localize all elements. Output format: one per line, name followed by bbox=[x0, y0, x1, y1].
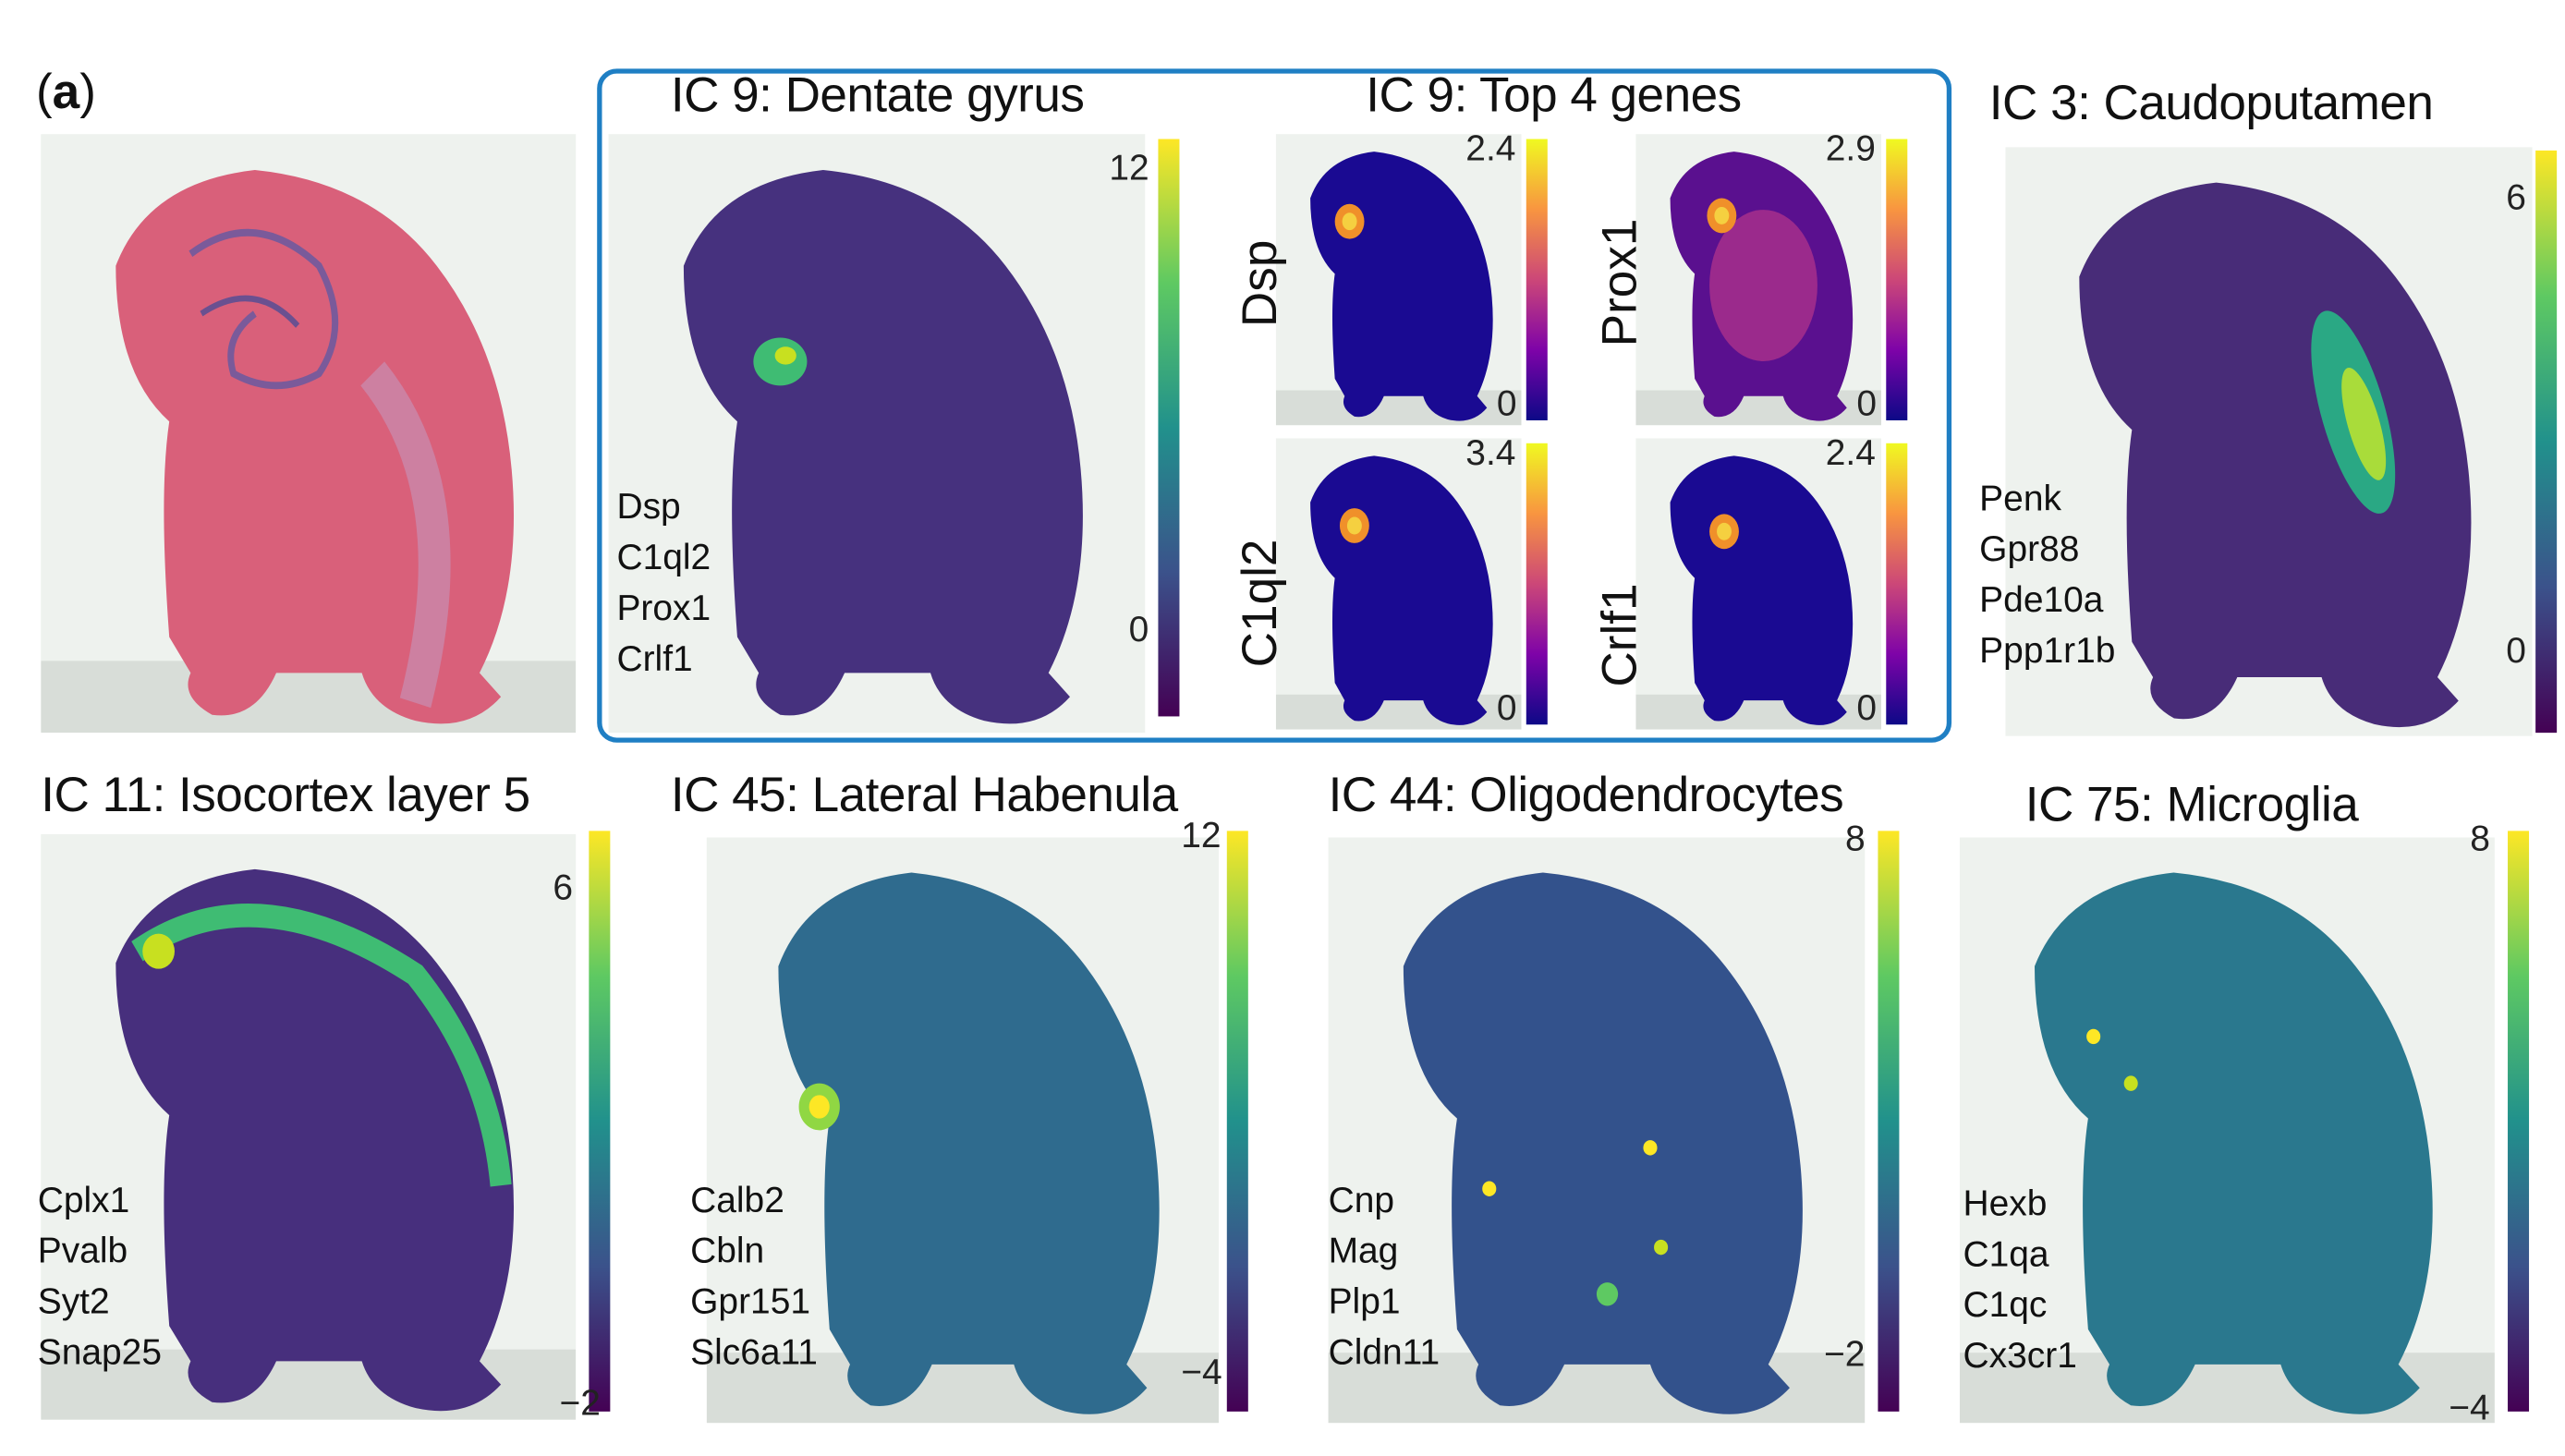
gene: Syt2 bbox=[37, 1280, 110, 1322]
ic75-colorbar bbox=[2508, 831, 2530, 1412]
gene-cbar-max: 2.4 bbox=[1825, 431, 1876, 473]
gene-colorbar-crlf1 bbox=[1886, 443, 1908, 725]
gene-cbar-max: 2.4 bbox=[1465, 127, 1516, 169]
ic3-cbar-min: 0 bbox=[2506, 629, 2526, 671]
gene: Crlf1 bbox=[616, 637, 693, 679]
ic9-spatial-map bbox=[608, 134, 1146, 734]
gene: C1qa bbox=[1963, 1232, 2049, 1275]
ic75-spatial-map bbox=[1959, 837, 2495, 1424]
ic11-cbar-min: −2 bbox=[559, 1381, 601, 1424]
ic9-cbar-max: 12 bbox=[1109, 147, 1149, 188]
gene: Prox1 bbox=[616, 587, 711, 628]
ic11-gene-list: Cplx1 Pvalb Syt2 Snap25 bbox=[38, 1174, 162, 1377]
gene-colorbar-prox1 bbox=[1886, 139, 1908, 420]
gene: Calb2 bbox=[690, 1179, 784, 1220]
ic11-colorbar bbox=[589, 831, 611, 1412]
gene-map-prox1 bbox=[1635, 134, 1881, 426]
ic9-title: IC 9: Dentate gyrus bbox=[670, 68, 1085, 123]
ic11-spatial-map bbox=[41, 833, 577, 1420]
gene: Pvalb bbox=[37, 1230, 128, 1271]
ic45-cbar-min: −4 bbox=[1181, 1351, 1222, 1392]
ic44-cbar-min: −2 bbox=[1823, 1332, 1866, 1375]
gene-cbar-min: 0 bbox=[1856, 382, 1878, 424]
gene: C1ql2 bbox=[616, 536, 711, 577]
ic9-colorbar bbox=[1158, 139, 1180, 717]
gene: Cx3cr1 bbox=[1963, 1334, 2077, 1376]
ic45-title: IC 45: Lateral Habenula bbox=[670, 769, 1178, 823]
gene-label: C1ql2 bbox=[1233, 539, 1288, 668]
ic75-gene-list: Hexb C1qa C1qc Cx3cr1 bbox=[1963, 1178, 2076, 1381]
ic44-gene-list: Cnp Mag Plp1 Cldn11 bbox=[1329, 1174, 1441, 1377]
ic75-cbar-min: −4 bbox=[2449, 1387, 2490, 1428]
panel-label: (a) bbox=[35, 65, 96, 120]
he-stained-tissue-image bbox=[41, 134, 577, 734]
ic3-title: IC 3: Caudoputamen bbox=[1988, 77, 2434, 131]
gene-colorbar-dsp bbox=[1526, 139, 1548, 420]
ic75-cbar-max: 8 bbox=[2470, 818, 2490, 859]
ic44-cbar-max: 8 bbox=[1845, 818, 1866, 859]
gene-label: Dsp bbox=[1233, 239, 1288, 328]
gene-map-c1ql2 bbox=[1275, 438, 1522, 730]
gene: Cbln bbox=[690, 1230, 765, 1271]
ic44-spatial-map bbox=[1328, 837, 1866, 1424]
gene-label: Crlf1 bbox=[1593, 583, 1647, 687]
ic3-cbar-max: 6 bbox=[2506, 176, 2526, 218]
gene: Cplx1 bbox=[37, 1179, 130, 1220]
gene-cbar-min: 0 bbox=[1856, 686, 1878, 728]
gene: Cldn11 bbox=[1328, 1331, 1441, 1373]
gene: Dsp bbox=[616, 485, 681, 528]
gene: Slc6a11 bbox=[690, 1331, 818, 1373]
gene-colorbar-c1ql2 bbox=[1526, 443, 1548, 725]
ic9-cbar-min: 0 bbox=[1128, 608, 1149, 649]
gene-label: Prox1 bbox=[1593, 218, 1647, 347]
gene-cbar-min: 0 bbox=[1496, 686, 1517, 728]
ic45-spatial-map bbox=[706, 837, 1219, 1424]
ic45-cbar-max: 12 bbox=[1181, 814, 1222, 855]
gene-map-dsp bbox=[1275, 134, 1522, 426]
gene: Hexb bbox=[1963, 1182, 2048, 1224]
gene: Cnp bbox=[1328, 1179, 1395, 1220]
ic9-gene-list: Dsp C1ql2 Prox1 Crlf1 bbox=[616, 480, 711, 684]
ic11-cbar-max: 6 bbox=[553, 867, 574, 908]
ic9-highlight-box bbox=[597, 68, 1952, 743]
gene-cbar-min: 0 bbox=[1496, 382, 1517, 424]
ic11-title: IC 11: Isocortex layer 5 bbox=[41, 769, 530, 823]
ic45-colorbar bbox=[1226, 831, 1248, 1412]
gene-cbar-max: 3.4 bbox=[1465, 431, 1516, 473]
gene-map-crlf1 bbox=[1635, 438, 1881, 730]
gene: Plp1 bbox=[1328, 1280, 1401, 1322]
ic3-gene-list: Penk Gpr88 Pde10a Ppp1r1b bbox=[1979, 473, 2115, 676]
ic3-colorbar bbox=[2535, 150, 2558, 734]
gene: Gpr151 bbox=[690, 1280, 811, 1322]
ic44-title: IC 44: Oligodendrocytes bbox=[1328, 769, 1844, 823]
ic44-colorbar bbox=[1878, 831, 1900, 1412]
gene: C1qc bbox=[1963, 1283, 2048, 1326]
gene: Gpr88 bbox=[1979, 528, 2080, 570]
top4-title: IC 9: Top 4 genes bbox=[1366, 68, 1742, 123]
gene: Pde10a bbox=[1979, 578, 2104, 620]
ic45-gene-list: Calb2 Cbln Gpr151 Slc6a11 bbox=[690, 1174, 818, 1377]
gene-cbar-max: 2.9 bbox=[1825, 127, 1876, 169]
gene: Mag bbox=[1328, 1230, 1399, 1271]
ic3-spatial-map bbox=[2005, 147, 2533, 736]
gene: Penk bbox=[1979, 477, 2061, 519]
gene: Ppp1r1b bbox=[1979, 629, 2116, 671]
gene: Snap25 bbox=[37, 1331, 163, 1373]
ic75-title: IC 75: Microglia bbox=[2024, 778, 2359, 833]
